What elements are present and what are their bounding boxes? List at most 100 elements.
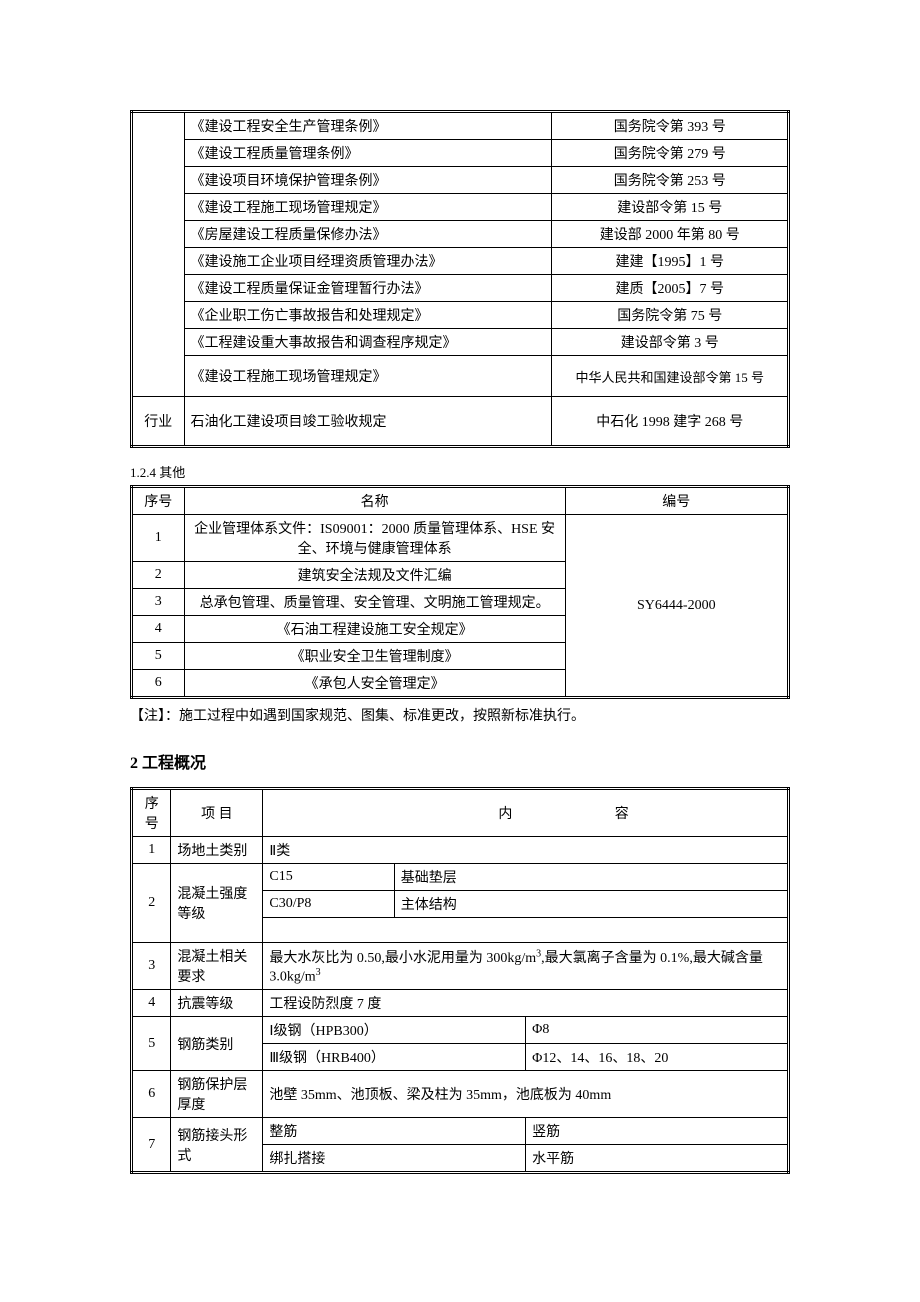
table-row: 《建设工程施工现场管理规定》 建设部令第 15 号	[132, 194, 789, 221]
table-row: 4 抗震等级 工程设防烈度 7 度	[132, 990, 789, 1017]
col-code: 编号	[565, 487, 788, 515]
reg-name: 《建设工程施工现场管理规定》	[184, 356, 552, 397]
content-cell: 基础垫层	[394, 864, 788, 891]
table-row: 行业 石油化工建设项目竣工验收规定 中石化 1998 建字 268 号	[132, 397, 789, 447]
col-content: 内容	[263, 789, 789, 837]
name-cell: 《石油工程建设施工安全规定》	[184, 616, 565, 643]
seq-cell: 4	[132, 616, 185, 643]
table-row: 《建设项目环境保护管理条例》 国务院令第 253 号	[132, 167, 789, 194]
reg-code: 国务院令第 279 号	[552, 140, 789, 167]
reg-code: 建设部 2000 年第 80 号	[552, 221, 789, 248]
item-cell: 场地土类别	[171, 837, 263, 864]
table-row: 2 混凝土强度等级 C15 基础垫层	[132, 864, 789, 891]
seq-cell: 2	[132, 562, 185, 589]
reg-name: 《建设施工企业项目经理资质管理办法》	[184, 248, 552, 275]
col-seq: 序号	[132, 487, 185, 515]
seq-cell: 4	[132, 990, 171, 1017]
content-cell: C30/P8	[263, 891, 394, 918]
reg-code: 国务院令第 393 号	[552, 112, 789, 140]
content-cell: 最大水灰比为 0.50,最小水泥用量为 300kg/m3,最大氯离子含量为 0.…	[263, 943, 789, 990]
content-cell: 绑扎搭接	[263, 1145, 526, 1173]
table-row: 1 场地土类别 Ⅱ类	[132, 837, 789, 864]
table-row: 《房屋建设工程质量保修办法》 建设部 2000 年第 80 号	[132, 221, 789, 248]
code-cell-merged: SY6444-2000	[565, 515, 788, 698]
content-cell-empty	[263, 918, 789, 943]
col-item: 项 目	[171, 789, 263, 837]
seq-cell: 5	[132, 1017, 171, 1071]
col-seq: 序号	[132, 789, 171, 837]
name-cell: 企业管理体系文件：IS09001：2000 质量管理体系、HSE 安全、环境与健…	[184, 515, 565, 562]
reg-name: 《工程建设重大事故报告和调查程序规定》	[184, 329, 552, 356]
name-cell: 总承包管理、质量管理、安全管理、文明施工管理规定。	[184, 589, 565, 616]
table-row: 《建设工程质量管理条例》 国务院令第 279 号	[132, 140, 789, 167]
table-row: 1 企业管理体系文件：IS09001：2000 质量管理体系、HSE 安全、环境…	[132, 515, 789, 562]
project-overview-table: 序号 项 目 内容 1 场地土类别 Ⅱ类 2 混凝土强度等级 C15 基础垫层 …	[130, 787, 790, 1174]
name-cell: 《职业安全卫生管理制度》	[184, 643, 565, 670]
seq-cell: 3	[132, 943, 171, 990]
table-row: 7 钢筋接头形式 整筋 竖筋	[132, 1118, 789, 1145]
table-row: 《建设工程安全生产管理条例》 国务院令第 393 号	[132, 112, 789, 140]
section-2-heading: 2 工程概况	[130, 749, 790, 773]
seq-cell: 1	[132, 837, 171, 864]
note-text: 【注】：施工过程中如遇到国家规范、图集、标准更改，按照新标准执行。	[130, 705, 790, 725]
regulations-table: 《建设工程安全生产管理条例》 国务院令第 393 号 《建设工程质量管理条例》 …	[130, 110, 790, 448]
seq-cell: 5	[132, 643, 185, 670]
category-industry: 行业	[132, 397, 185, 447]
reg-code: 建质【2005】7 号	[552, 275, 789, 302]
content-cell: 池壁 35mm、池顶板、梁及柱为 35mm，池底板为 40mm	[263, 1071, 789, 1118]
item-cell: 抗震等级	[171, 990, 263, 1017]
item-cell: 钢筋类别	[171, 1017, 263, 1071]
content-cell: Ⅲ级钢（HRB400）	[263, 1044, 526, 1071]
reg-name: 《建设工程质量保证金管理暂行办法》	[184, 275, 552, 302]
reg-name: 《建设工程安全生产管理条例》	[184, 112, 552, 140]
seq-cell: 6	[132, 670, 185, 698]
reg-code: 建设部令第 3 号	[552, 329, 789, 356]
table-row: 3 混凝土相关要求 最大水灰比为 0.50,最小水泥用量为 300kg/m3,最…	[132, 943, 789, 990]
name-cell: 建筑安全法规及文件汇编	[184, 562, 565, 589]
reg-code: 建设部令第 15 号	[552, 194, 789, 221]
section-number-124: 1.2.4 其他	[130, 462, 790, 481]
content-cell: Φ12、14、16、18、20	[526, 1044, 789, 1071]
item-cell: 钢筋接头形式	[171, 1118, 263, 1173]
item-cell: 混凝土强度等级	[171, 864, 263, 943]
reg-name: 石油化工建设项目竣工验收规定	[184, 397, 552, 447]
content-cell: Φ8	[526, 1017, 789, 1044]
content-cell: Ⅱ类	[263, 837, 789, 864]
table-header-row: 序号 名称 编号	[132, 487, 789, 515]
other-docs-table: 序号 名称 编号 1 企业管理体系文件：IS09001：2000 质量管理体系、…	[130, 485, 790, 699]
table-row: 《建设工程质量保证金管理暂行办法》 建质【2005】7 号	[132, 275, 789, 302]
col-name: 名称	[184, 487, 565, 515]
reg-name: 《房屋建设工程质量保修办法》	[184, 221, 552, 248]
reg-code: 中华人民共和国建设部令第 15 号	[552, 356, 789, 397]
table-header-row: 序号 项 目 内容	[132, 789, 789, 837]
content-cell: 竖筋	[526, 1118, 789, 1145]
reg-name: 《企业职工伤亡事故报告和处理规定》	[184, 302, 552, 329]
table-row: 《企业职工伤亡事故报告和处理规定》 国务院令第 75 号	[132, 302, 789, 329]
table-row: 《建设工程施工现场管理规定》 中华人民共和国建设部令第 15 号	[132, 356, 789, 397]
seq-cell: 7	[132, 1118, 171, 1173]
content-cell: 整筋	[263, 1118, 526, 1145]
reg-code: 中石化 1998 建字 268 号	[552, 397, 789, 447]
reg-name: 《建设工程质量管理条例》	[184, 140, 552, 167]
table-row: 5 钢筋类别 Ⅰ级钢（HPB300） Φ8	[132, 1017, 789, 1044]
reg-code: 建建【1995】1 号	[552, 248, 789, 275]
content-cell: 水平筋	[526, 1145, 789, 1173]
table-row: 6 钢筋保护层厚度 池壁 35mm、池顶板、梁及柱为 35mm，池底板为 40m…	[132, 1071, 789, 1118]
seq-cell: 3	[132, 589, 185, 616]
reg-code: 国务院令第 75 号	[552, 302, 789, 329]
category-cell	[132, 112, 185, 397]
table-row: 《建设施工企业项目经理资质管理办法》 建建【1995】1 号	[132, 248, 789, 275]
reg-name: 《建设工程施工现场管理规定》	[184, 194, 552, 221]
reg-name: 《建设项目环境保护管理条例》	[184, 167, 552, 194]
content-cell: Ⅰ级钢（HPB300）	[263, 1017, 526, 1044]
seq-cell: 2	[132, 864, 171, 943]
content-cell: 主体结构	[394, 891, 788, 918]
name-cell: 《承包人安全管理定》	[184, 670, 565, 698]
item-cell: 钢筋保护层厚度	[171, 1071, 263, 1118]
content-cell: 工程设防烈度 7 度	[263, 990, 789, 1017]
seq-cell: 1	[132, 515, 185, 562]
item-cell: 混凝土相关要求	[171, 943, 263, 990]
seq-cell: 6	[132, 1071, 171, 1118]
content-cell: C15	[263, 864, 394, 891]
table-row: 《工程建设重大事故报告和调查程序规定》 建设部令第 3 号	[132, 329, 789, 356]
